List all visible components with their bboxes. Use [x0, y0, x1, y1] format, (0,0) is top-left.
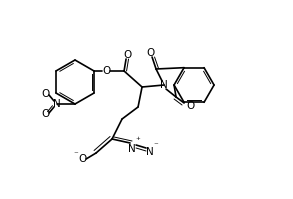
- Text: N: N: [160, 80, 168, 90]
- Text: N: N: [128, 144, 136, 154]
- Text: O: O: [186, 101, 194, 111]
- Text: N: N: [146, 147, 154, 157]
- Text: ⁻: ⁻: [74, 150, 79, 160]
- Text: ⁻: ⁻: [154, 141, 159, 150]
- Text: O: O: [102, 66, 110, 76]
- Text: N: N: [53, 99, 61, 109]
- Text: ⁺: ⁺: [136, 137, 140, 145]
- Text: O: O: [41, 89, 49, 99]
- Text: O: O: [41, 109, 49, 119]
- Text: O: O: [146, 48, 154, 58]
- Text: O: O: [123, 50, 131, 60]
- Text: O: O: [78, 154, 86, 164]
